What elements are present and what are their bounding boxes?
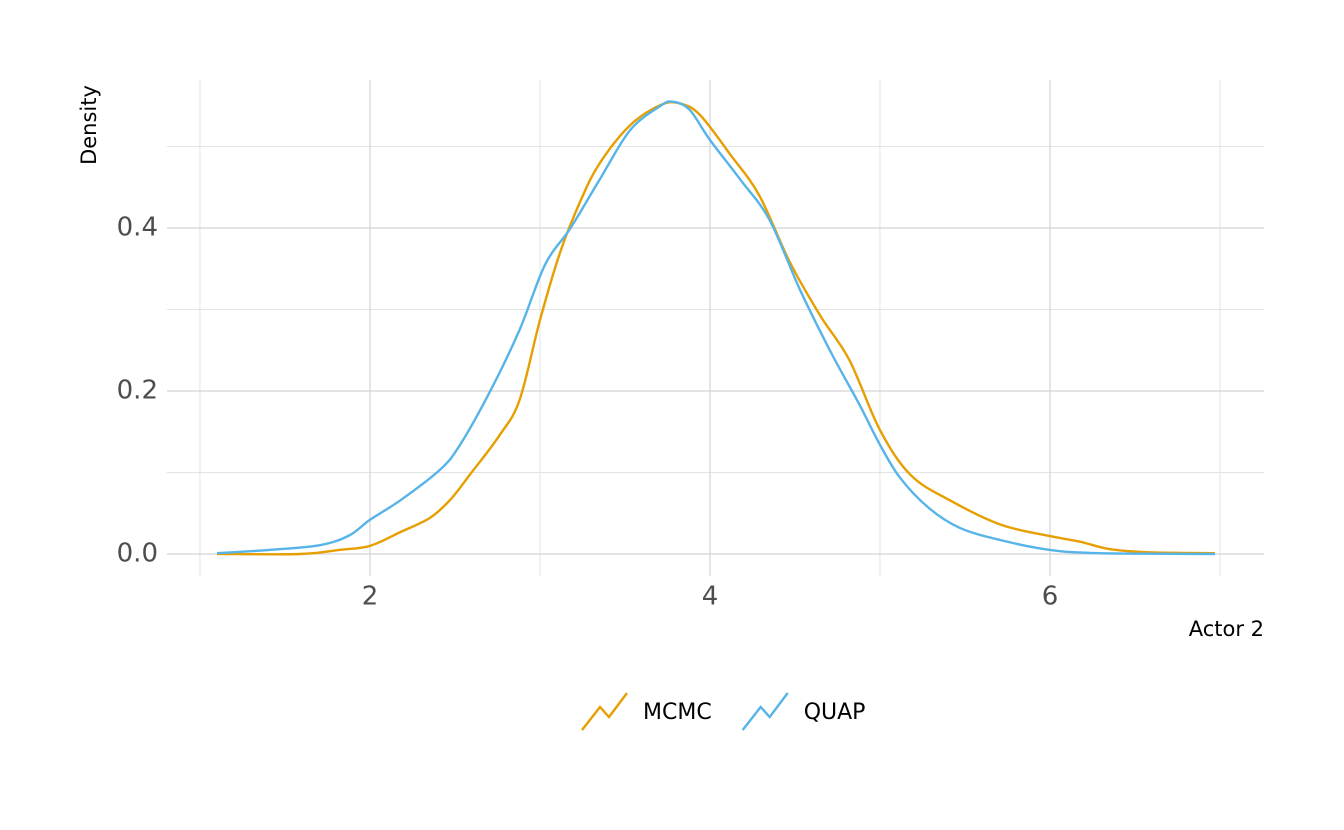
y-tick-label: 0.2 — [117, 375, 158, 405]
y-tick-label: 0.4 — [117, 213, 158, 243]
density-line — [216, 100, 1215, 556]
legend-key — [581, 692, 628, 731]
y-tick-label: 0.0 — [117, 538, 158, 568]
legend-key — [741, 692, 789, 731]
lines — [216, 100, 1215, 556]
density-line — [216, 100, 1215, 556]
legend: MCMC QUAP — [581, 692, 866, 731]
x-tick-label: 2 — [362, 582, 379, 612]
grid — [167, 80, 1264, 576]
y-axis-title: Density — [77, 85, 101, 165]
legend-label: QUAP — [804, 700, 866, 725]
x-axis-title: Actor 2 — [1189, 617, 1264, 641]
x-tick-label: 6 — [1042, 582, 1059, 612]
legend-label: MCMC — [643, 700, 712, 725]
x-tick-label: 4 — [702, 582, 719, 612]
